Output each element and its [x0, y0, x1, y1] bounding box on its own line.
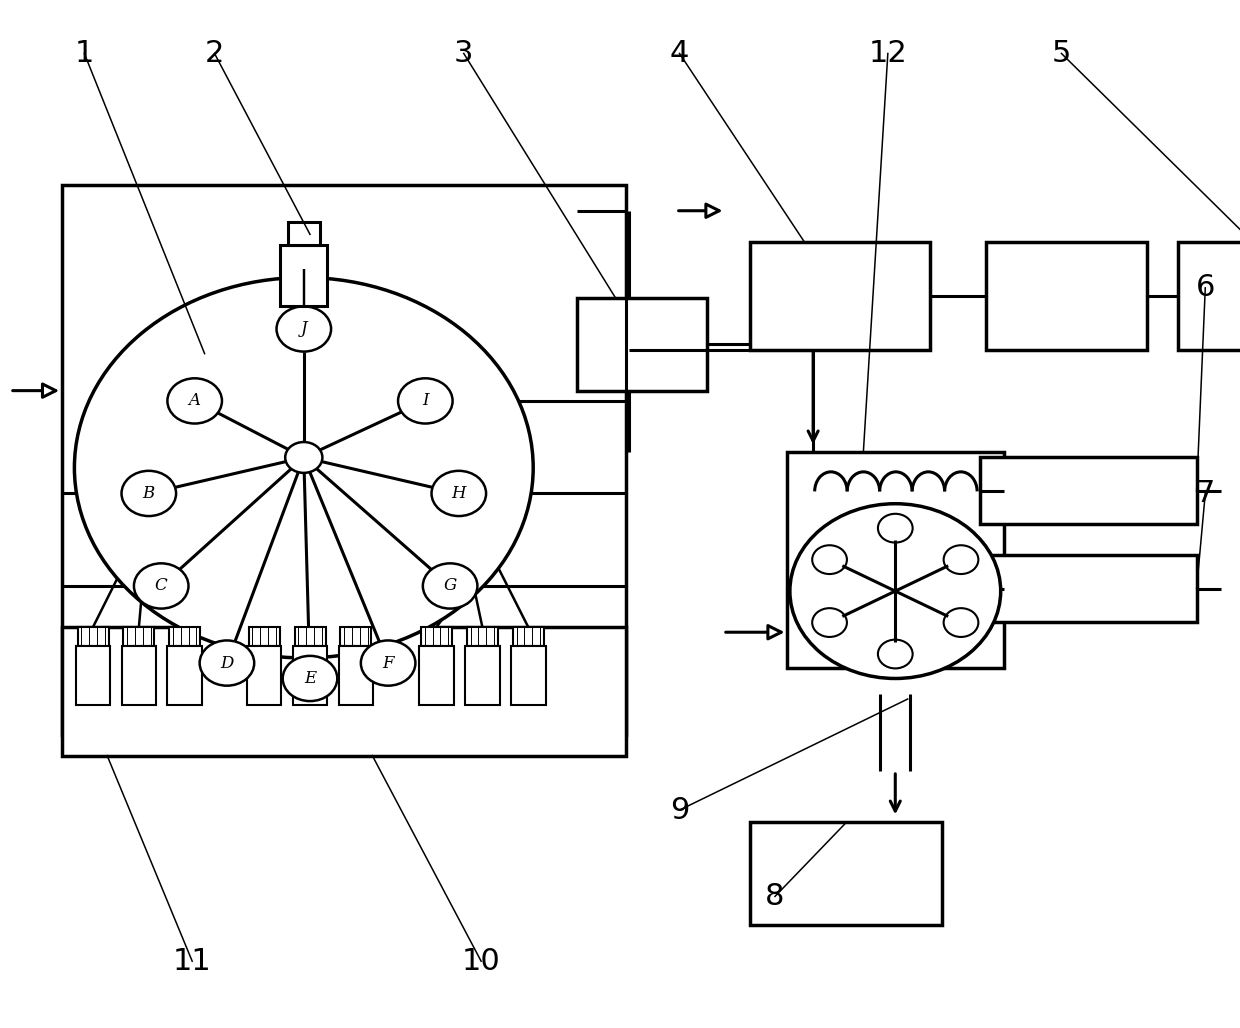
Bar [577, 298, 707, 391]
Text: J: J [300, 321, 308, 337]
Circle shape [423, 563, 477, 609]
Bar [980, 555, 1197, 622]
Circle shape [200, 640, 254, 686]
Bar [513, 627, 543, 646]
Circle shape [361, 640, 415, 686]
Circle shape [277, 306, 331, 352]
Text: G: G [444, 578, 456, 594]
Text: H: H [451, 485, 466, 502]
Text: F: F [382, 655, 394, 671]
Circle shape [812, 545, 847, 574]
Bar [339, 646, 373, 705]
Bar [288, 222, 320, 245]
Text: 7: 7 [1195, 479, 1215, 508]
Bar [295, 627, 325, 646]
Text: 11: 11 [172, 947, 212, 976]
Bar [787, 452, 1004, 668]
Bar [986, 242, 1147, 350]
Text: 6: 6 [1195, 273, 1215, 302]
Bar [280, 245, 327, 306]
Bar [62, 627, 626, 756]
Bar [247, 646, 281, 705]
Circle shape [944, 545, 978, 574]
Bar [77, 627, 109, 646]
Bar [980, 457, 1197, 524]
Text: A: A [188, 393, 201, 409]
Text: D: D [221, 655, 233, 671]
Circle shape [790, 504, 1001, 678]
Text: 8: 8 [765, 882, 785, 911]
Bar [1178, 242, 1240, 350]
Circle shape [432, 471, 486, 516]
Bar [419, 646, 454, 705]
Bar [76, 646, 110, 705]
Circle shape [878, 514, 913, 543]
Text: C: C [155, 578, 167, 594]
Circle shape [74, 278, 533, 658]
Circle shape [944, 609, 978, 637]
Text: 3: 3 [454, 39, 474, 68]
Bar [466, 627, 498, 646]
Circle shape [167, 378, 222, 424]
Bar [420, 627, 451, 646]
Text: 5: 5 [1052, 39, 1071, 68]
Bar [340, 627, 372, 646]
Text: 1: 1 [74, 39, 94, 68]
Bar [750, 242, 930, 350]
Bar [167, 646, 202, 705]
Bar [122, 646, 156, 705]
Text: I: I [422, 393, 429, 409]
Bar [465, 646, 500, 705]
Bar [124, 627, 154, 646]
Circle shape [285, 442, 322, 473]
Circle shape [398, 378, 453, 424]
Circle shape [878, 639, 913, 668]
Text: 2: 2 [205, 39, 224, 68]
Bar [248, 627, 279, 646]
Text: 10: 10 [461, 947, 501, 976]
Text: E: E [304, 670, 316, 687]
Text: 9: 9 [670, 796, 689, 824]
Circle shape [283, 656, 337, 701]
Circle shape [812, 609, 847, 637]
Bar [169, 627, 201, 646]
Bar [750, 822, 942, 925]
Circle shape [122, 471, 176, 516]
Text: 12: 12 [868, 39, 908, 68]
Text: 4: 4 [670, 39, 689, 68]
Bar [511, 646, 546, 705]
Bar [62, 185, 626, 735]
Circle shape [134, 563, 188, 609]
Bar [293, 646, 327, 705]
Text: B: B [143, 485, 155, 502]
